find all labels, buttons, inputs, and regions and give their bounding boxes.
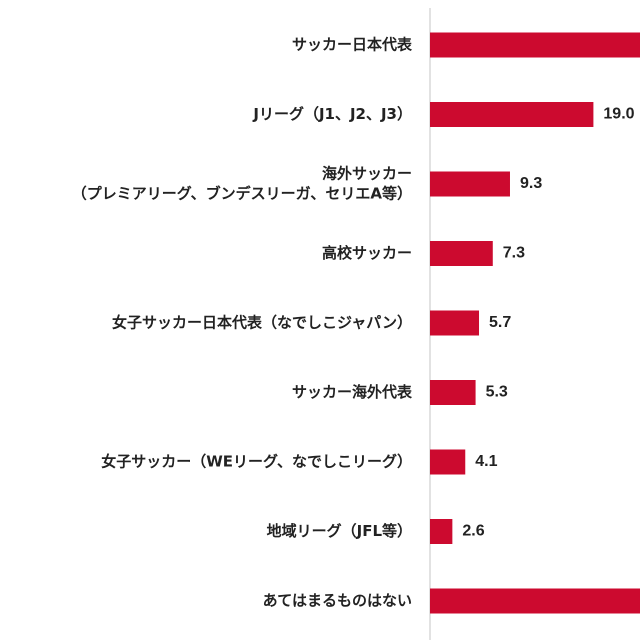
bar <box>430 449 466 475</box>
bar <box>430 171 510 197</box>
category-label: サッカー日本代表 <box>292 36 413 54</box>
data-label: 5.7 <box>489 314 511 331</box>
data-label: 7.3 <box>503 245 525 262</box>
category-label: 女子サッカー（WEリーグ、なでしこリーグ） <box>101 453 412 471</box>
bar <box>430 241 493 266</box>
data-label: 4.1 <box>475 453 497 470</box>
bar <box>430 380 476 405</box>
category-label: 海外サッカー <box>322 165 412 183</box>
data-label: 19.0 <box>603 106 634 123</box>
bar <box>430 519 453 544</box>
category-label: 地域リーグ（JFL等） <box>267 522 412 540</box>
bar <box>430 310 480 336</box>
bar <box>430 588 640 614</box>
data-label: 9.3 <box>520 175 542 192</box>
category-label: サッカー海外代表 <box>292 383 413 401</box>
category-label: （プレミアリーグ、ブンデスリーガ、セリエA等） <box>72 185 412 203</box>
bar <box>430 102 594 127</box>
data-label: 2.6 <box>462 523 484 540</box>
category-label: 高校サッカー <box>322 244 412 262</box>
data-label: 5.3 <box>486 384 508 401</box>
bar <box>430 32 640 58</box>
category-label: あてはまるものはない <box>263 592 412 610</box>
category-label: Jリーグ（J1、J2、J3） <box>252 105 412 123</box>
category-label: 女子サッカー日本代表（なでしこジャパン） <box>112 314 412 332</box>
